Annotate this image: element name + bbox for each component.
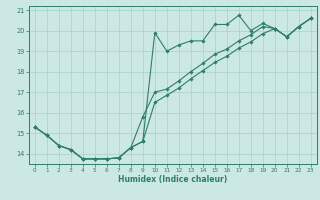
X-axis label: Humidex (Indice chaleur): Humidex (Indice chaleur) (118, 175, 228, 184)
